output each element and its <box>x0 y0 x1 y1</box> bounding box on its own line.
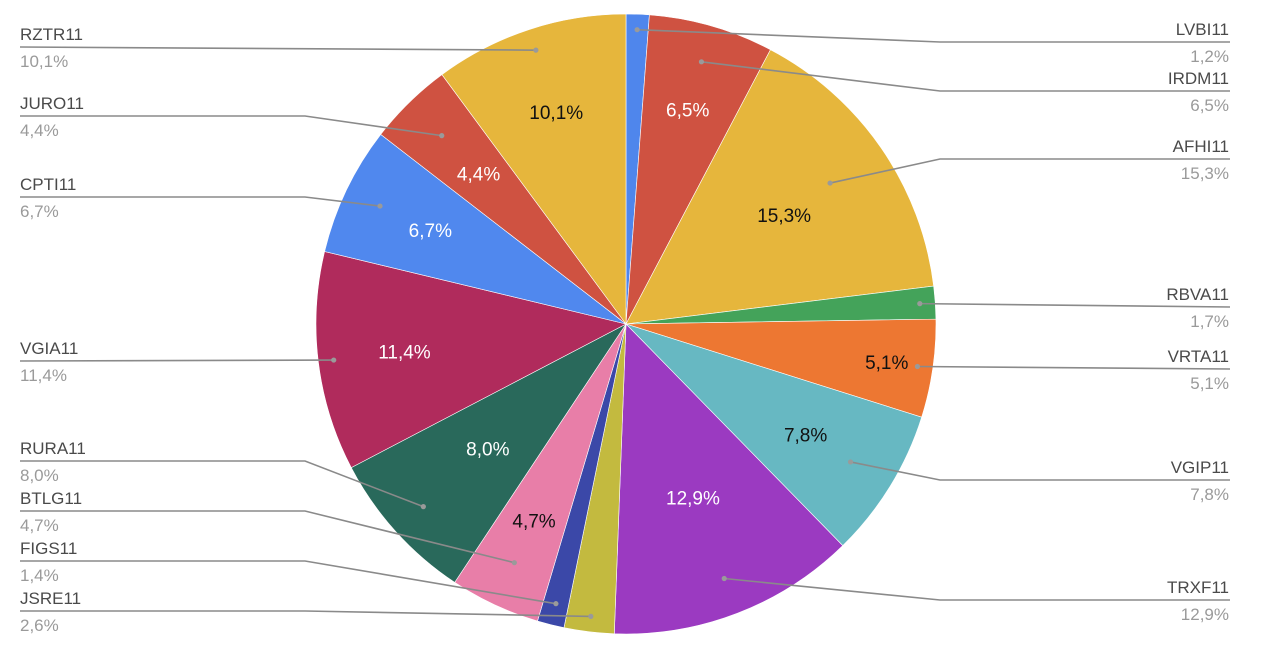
leader-line-irdm11 <box>701 61 1230 92</box>
slice-name-label: IRDM11 <box>1168 69 1229 88</box>
slice-percent-label: 1,4% <box>20 566 59 585</box>
slice-percent-label: 10,1% <box>20 52 68 71</box>
leader-line-vrta11 <box>917 365 1231 370</box>
slice-value-label: 8,0% <box>466 440 509 461</box>
slice-name-label: JSRE11 <box>20 589 81 608</box>
slice-percent-label: 6,5% <box>1190 96 1229 115</box>
leader-dot <box>420 504 426 510</box>
leader-line-vgip11 <box>850 461 1230 481</box>
leader-dot <box>331 357 337 363</box>
leader-line-jsre11 <box>20 610 591 618</box>
slice-value-label: 10,1% <box>529 103 583 124</box>
pie-inner-labels: 6,5% 15,3% 5,1% 7,8% 12,9% 4,7% 8,0% 11,4% 6,7% 4… <box>378 101 908 533</box>
leader-line-trxf11 <box>724 577 1230 601</box>
slice-value-label: 7,8% <box>784 425 827 446</box>
leader-dot <box>827 180 833 186</box>
leader-dot <box>914 363 921 370</box>
leader-line-figs11 <box>20 560 557 605</box>
slice-percent-label: 11,4% <box>20 366 67 385</box>
slice-percent-label: 2,6% <box>20 616 59 635</box>
slice-value-label: 4,4% <box>457 164 500 185</box>
slice-name-label: VRTA11 <box>1168 347 1229 366</box>
slice-name-label: RURA11 <box>20 439 86 458</box>
slice-name-label: JURO11 <box>20 94 84 113</box>
leader-lines <box>19 27 1231 619</box>
leader-dot <box>917 301 923 307</box>
slice-percent-label: 1,7% <box>1190 312 1229 331</box>
pie-slice-irdm11 <box>625 14 771 325</box>
slice-value-label: 12,9% <box>666 489 720 510</box>
leader-dot <box>533 47 539 53</box>
slice-name-label: RBVA11 <box>1166 285 1229 304</box>
pie-slice-trxf11 <box>613 323 844 635</box>
leader-dot <box>588 613 594 619</box>
pie-slice-afhi11 <box>625 49 935 325</box>
slice-value-label: 4,7% <box>512 512 555 533</box>
pie-slice-rura11 <box>350 323 627 583</box>
leader-dot <box>698 59 705 65</box>
leader-line-btlg11 <box>20 510 515 564</box>
slice-percent-label: 7,8% <box>1190 485 1229 504</box>
slice-value-label: 15,3% <box>757 206 811 227</box>
slice-value-label: 6,7% <box>409 221 452 242</box>
leader-dot <box>511 560 517 566</box>
leader-dot <box>439 133 445 139</box>
leader-line-rura11 <box>20 460 424 508</box>
leader-line-rbva11 <box>919 302 1231 308</box>
slice-name-label: TRXF11 <box>1167 578 1229 597</box>
slice-percent-label: 6,7% <box>20 202 59 221</box>
slice-percent-label: 12,9% <box>1181 605 1229 624</box>
pie-slice-vgip11 <box>625 323 923 547</box>
slice-name-label: RZTR11 <box>20 25 83 44</box>
leader-line-lvbi11 <box>637 28 1230 43</box>
slice-value-label: 5,1% <box>865 353 908 374</box>
leader-line-juro11 <box>20 115 442 137</box>
slice-percent-label: 4,4% <box>20 121 59 140</box>
leader-line-rztr11 <box>19 46 536 51</box>
slice-name-label: FIGS11 <box>20 539 77 558</box>
leader-dot <box>721 575 727 582</box>
leader-line-cpti11 <box>20 196 381 207</box>
pie-slice-cpti11 <box>324 134 627 325</box>
leader-dot <box>634 27 640 33</box>
slice-percent-label: 5,1% <box>1190 374 1229 393</box>
leader-dot <box>847 459 854 465</box>
leader-line-afhi11 <box>829 158 1230 184</box>
leader-dot <box>377 203 383 209</box>
slice-value-label: 6,5% <box>666 101 709 122</box>
leader-dot <box>553 601 559 607</box>
slice-name-label: CPTI11 <box>20 175 76 194</box>
slice-percent-label: 4,7% <box>20 516 59 535</box>
slice-name-label: BTLG11 <box>20 489 82 508</box>
slice-name-label: VGIP11 <box>1171 458 1229 477</box>
slice-value-label: 11,4% <box>378 342 431 363</box>
slice-percent-label: 1,2% <box>1190 47 1229 66</box>
slice-percent-label: 15,3% <box>1181 164 1229 183</box>
pie-slices <box>315 13 937 635</box>
pie-slice-rztr11 <box>441 13 627 325</box>
slice-name-label: VGIA11 <box>20 339 78 358</box>
slice-name-label: LVBI11 <box>1176 20 1229 39</box>
external-labels: LVBI11 1,2% IRDM11 6,5% AFHI11 15,3% RBVA11 1,7… <box>20 20 1229 635</box>
leader-line-vgia11 <box>19 359 334 362</box>
slice-percent-label: 8,0% <box>20 466 59 485</box>
slice-name-label: AFHI11 <box>1173 137 1229 156</box>
